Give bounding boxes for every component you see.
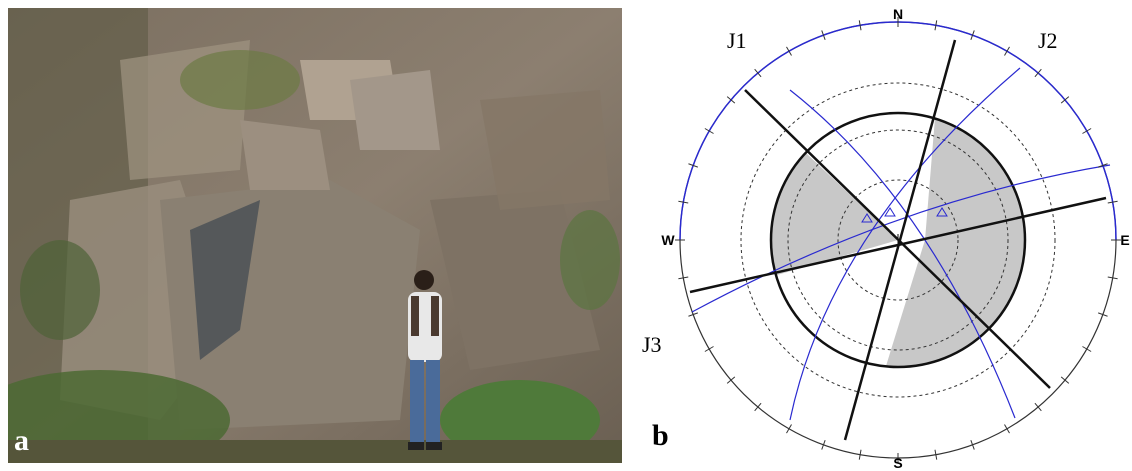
tick	[1005, 424, 1010, 433]
panel-label: a	[14, 424, 29, 457]
page: a N E S W J1 J2 J3 b (() => { const data…	[0, 0, 1132, 471]
compass-label: N	[893, 6, 903, 22]
photo	[0, 8, 622, 470]
figure: a N E S W J1 J2 J3 b	[0, 0, 1132, 471]
tick	[1082, 347, 1091, 352]
panel-label: b	[652, 419, 669, 452]
compass-label: S	[893, 455, 902, 471]
tick	[705, 129, 714, 134]
stereonet	[680, 22, 1116, 458]
joint-set-label: J1	[727, 28, 747, 53]
tick	[705, 347, 714, 352]
tick	[787, 424, 792, 433]
tick	[1005, 47, 1010, 56]
compass-label: E	[1120, 232, 1129, 248]
tick	[787, 47, 792, 56]
primitive-arc	[680, 22, 1116, 240]
compass-label: W	[661, 232, 675, 248]
joint-set-label: J3	[642, 332, 662, 357]
tick	[1082, 129, 1091, 134]
joint-set-label: J2	[1038, 28, 1058, 53]
